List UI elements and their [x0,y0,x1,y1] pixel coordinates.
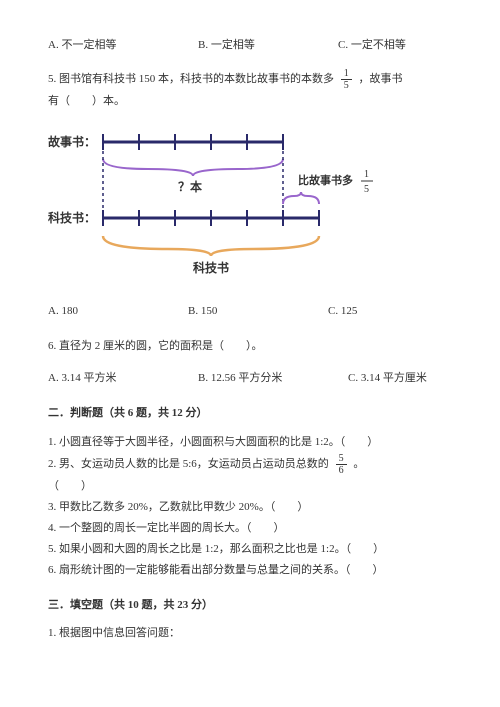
brace-extra [283,192,319,204]
brace-story [103,159,283,176]
q6-opt-a: A. 3.14 平方米 [48,368,198,389]
s2-i2-frac-num: 5 [336,453,347,465]
s2-item-3: 3. 甲数比乙数多 20%，乙数就比甲数少 20%。（ ） [48,497,452,518]
section3-title: 三．填空题（共 10 题，共 23 分） [48,595,452,616]
q6-opt-b: B. 12.56 平方分米 [198,368,348,389]
q5-options-row: A. 180 B. 150 C. 125 [48,301,452,322]
s2-i2-paren: （ ） [48,476,452,497]
q4-opt-b: B. 一定相等 [198,35,338,56]
more-frac-den: 5 [364,184,369,195]
q5-stem-text-1: 5. 图书馆有科技书 150 本，科技书的本数比故事书的本数多 [48,73,334,85]
q6-opt-c: C. 3.14 平方厘米 [348,368,427,389]
s2-item-1: 1. 小圆直径等于大圆半径，小圆面积与大圆面积的比是 1:2。（ ） [48,432,452,453]
q5-stem-text-3: 有（ ）本。 [48,91,452,112]
label-tech: 科技书： [48,210,96,225]
q5-opt-b: B. 150 [188,301,328,322]
more-than-text: 比故事书多 [298,173,353,187]
q5-stem-text-2: ，故事书 [359,73,403,85]
s2-i2-text-a: 2. 男、女运动员人数的比是 5:6，女运动员占运动员总数的 [48,458,329,470]
q4-options-row: A. 不一定相等 B. 一定相等 C. 一定不相等 [48,35,452,56]
diagram-svg: 故事书： ？本 比故事书多 1 5 科技书： [48,124,378,279]
section2-title: 二．判断题（共 6 题，共 12 分） [48,403,452,424]
q6-stem: 6. 直径为 2 厘米的圆，它的面积是（ ）。 [48,336,452,357]
q5-fraction: 1 5 [341,68,352,91]
q5-opt-c: C. 125 [328,301,357,322]
q5-frac-num: 1 [341,68,352,80]
q5-stem: 5. 图书馆有科技书 150 本，科技书的本数比故事书的本数多 1 5 ，故事书… [48,68,452,112]
q5-opt-a: A. 180 [48,301,188,322]
label-story: 故事书： [48,134,96,149]
q-mark-text: ？本 [178,179,202,194]
s2-item-4: 4. 一个整圆的周长一定比半圆的周长大。（ ） [48,518,452,539]
s2-item-6: 6. 扇形统计图的一定能够能看出部分数量与总量之间的关系。（ ） [48,560,452,581]
q4-opt-a: A. 不一定相等 [48,35,198,56]
brace-tech [103,236,319,256]
more-frac-num: 1 [364,169,369,180]
q5-frac-den: 5 [341,80,352,91]
tech-brace-label: 科技书 [193,260,229,275]
q6-options-row: A. 3.14 平方米 B. 12.56 平方分米 C. 3.14 平方厘米 [48,368,452,389]
s2-item-5: 5. 如果小圆和大圆的周长之比是 1:2，那么面积之比也是 1:2。（ ） [48,539,452,560]
q4-opt-c: C. 一定不相等 [338,35,406,56]
s2-i2-text-b: 。 [353,458,364,470]
s2-i2-frac-den: 6 [336,465,347,476]
q5-diagram: 故事书： ？本 比故事书多 1 5 科技书： [48,124,452,287]
s2-item-2: 2. 男、女运动员人数的比是 5:6，女运动员占运动员总数的 5 6 。 [48,453,452,476]
s2-i2-fraction: 5 6 [336,453,347,476]
s3-item-1: 1. 根据图中信息回答问题： [48,623,452,644]
